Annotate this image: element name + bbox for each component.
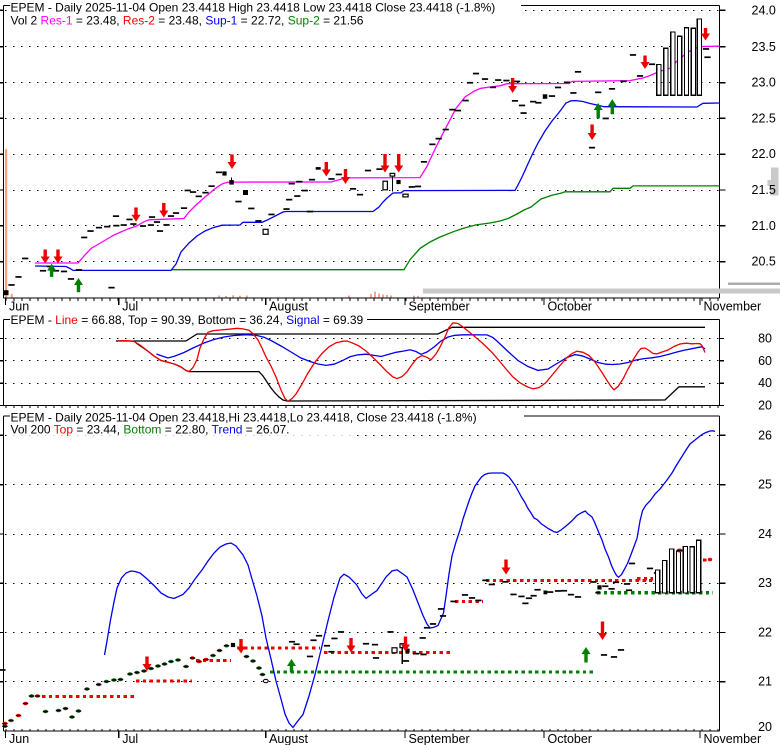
svg-text:November: November [704,732,762,745]
svg-text:24.0: 24.0 [752,3,776,17]
svg-text:22.5: 22.5 [752,111,776,125]
svg-text:August: August [269,300,308,314]
svg-text:EPEM - Line = 66.88, Top = 90.: EPEM - Line = 66.88, Top = 90.39, Bottom… [11,313,364,327]
svg-text:26: 26 [758,428,772,442]
svg-text:24: 24 [758,527,772,541]
svg-text:September: September [409,732,470,745]
svg-text:August: August [269,732,308,745]
svg-text:21.0: 21.0 [752,219,776,233]
svg-text:22.0: 22.0 [752,147,776,161]
svg-text:September: September [409,300,470,314]
svg-text:80: 80 [758,332,772,346]
svg-text:Vol 200 Top = 23.44, Bottom =: Vol 200 Top = 23.44, Bottom = 22.80, Tre… [11,423,290,437]
svg-text:Jun: Jun [9,300,29,314]
svg-text:October: October [548,732,592,745]
svg-text:EPEM - Daily 2025-11-04 Open 2: EPEM - Daily 2025-11-04 Open 23.4418 Hig… [11,1,496,15]
svg-text:21: 21 [758,675,772,689]
svg-text:Jul: Jul [122,732,138,745]
svg-text:40: 40 [758,376,772,390]
svg-text:20.5: 20.5 [752,255,776,269]
svg-text:21.5: 21.5 [752,183,776,197]
svg-text:EPEM - Daily 2025-11-04 Open 2: EPEM - Daily 2025-11-04 Open 23.4418,Hi … [11,410,477,424]
svg-text:20: 20 [758,399,772,413]
svg-text:23.0: 23.0 [752,76,776,90]
svg-text:60: 60 [758,354,772,368]
svg-text:Vol 2 Res-1 = 23.48, Res-2 = 2: Vol 2 Res-1 = 23.48, Res-2 = 23.48, Sup-… [11,13,364,27]
svg-text:November: November [704,300,762,314]
svg-text:20: 20 [758,720,772,734]
svg-text:Jul: Jul [122,300,138,314]
svg-text:25: 25 [758,478,772,492]
svg-text:October: October [548,300,592,314]
svg-text:22: 22 [758,626,772,640]
svg-text:Jun: Jun [9,732,29,745]
svg-text:23.5: 23.5 [752,40,776,54]
svg-text:23: 23 [758,576,772,590]
